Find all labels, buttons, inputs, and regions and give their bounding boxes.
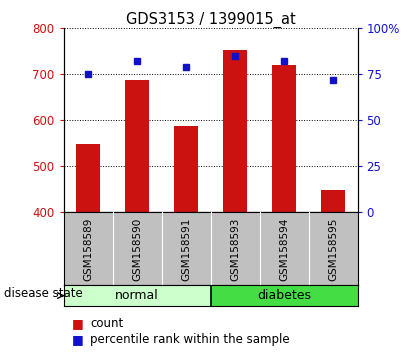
Bar	[223, 50, 247, 212]
Bar	[321, 190, 345, 212]
Text: GSM158591: GSM158591	[181, 217, 191, 281]
Text: percentile rank within the sample: percentile rank within the sample	[90, 333, 290, 346]
Text: ■: ■	[72, 333, 84, 346]
Text: GSM158589: GSM158589	[83, 217, 93, 281]
Bar	[125, 80, 150, 212]
Text: diabetes: diabetes	[257, 289, 311, 302]
FancyBboxPatch shape	[64, 285, 211, 306]
Text: count: count	[90, 318, 124, 330]
Title: GDS3153 / 1399015_at: GDS3153 / 1399015_at	[126, 12, 296, 28]
Text: GSM158595: GSM158595	[328, 217, 338, 281]
FancyBboxPatch shape	[211, 285, 358, 306]
Text: normal: normal	[115, 289, 159, 302]
Bar	[76, 144, 100, 212]
Text: GSM158594: GSM158594	[279, 217, 289, 281]
Text: GSM158593: GSM158593	[230, 217, 240, 281]
Bar	[174, 126, 199, 212]
Text: disease state: disease state	[4, 287, 83, 300]
Bar	[272, 65, 296, 212]
Text: ■: ■	[72, 318, 84, 330]
Text: GSM158590: GSM158590	[132, 217, 142, 281]
